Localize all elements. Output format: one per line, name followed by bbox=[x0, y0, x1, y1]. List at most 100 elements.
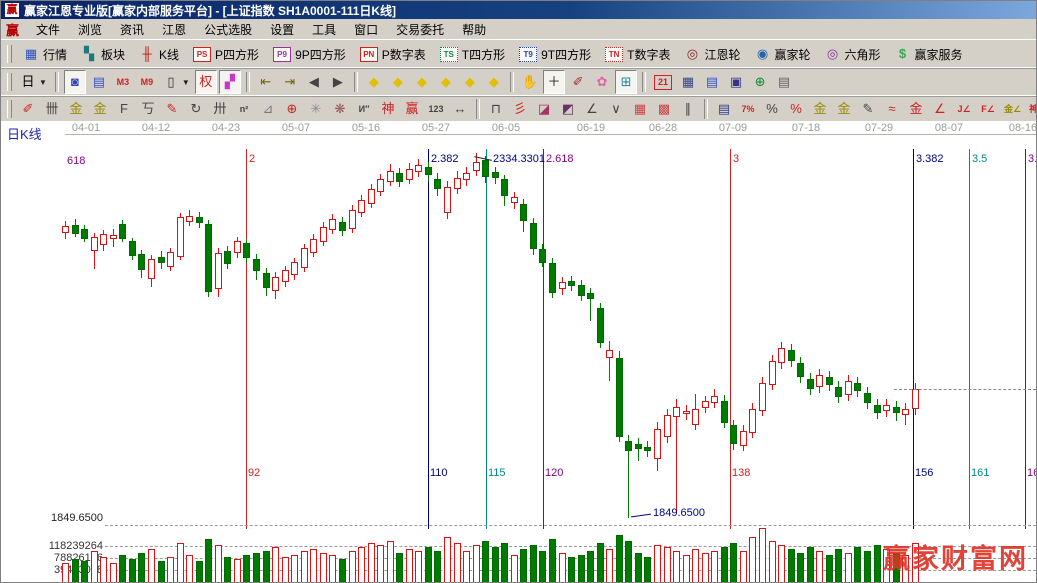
red-grid-axis-button[interactable]: ▩ bbox=[653, 97, 675, 121]
diamond-compress-h-button[interactable]: ◆ bbox=[435, 70, 457, 94]
diamond-shift-left-button[interactable]: ◆ bbox=[363, 70, 385, 94]
9p-square-button[interactable]: P9 9P四方形 bbox=[267, 42, 352, 66]
next-bar-button[interactable]: ▶ bbox=[327, 70, 349, 94]
quotes-button[interactable]: ▦ 行情 bbox=[17, 42, 73, 66]
menu-item-5[interactable]: 设置 bbox=[270, 22, 295, 37]
menu-item-0[interactable]: 文件 bbox=[36, 22, 61, 37]
menu-item-6[interactable]: 工具 bbox=[312, 22, 337, 37]
prev-bar-button[interactable]: ◀ bbox=[303, 70, 325, 94]
pen-chart-button[interactable]: ✎ bbox=[857, 97, 879, 121]
fan-grid-2-button[interactable]: ◩ bbox=[557, 97, 579, 121]
cycle-circle-button[interactable]: ↻ bbox=[185, 97, 207, 121]
menu-item-7[interactable]: 窗口 bbox=[354, 22, 379, 37]
memo-button[interactable]: ▤ bbox=[701, 70, 723, 94]
gold-line-button[interactable]: 金 bbox=[833, 97, 855, 121]
diamond-shift-right-button[interactable]: ◆ bbox=[387, 70, 409, 94]
brush-grid-button[interactable]: ✎ bbox=[161, 97, 183, 121]
wave-channel-button[interactable]: ≈ bbox=[881, 97, 903, 121]
gann-line[interactable] bbox=[913, 149, 914, 529]
gann-fan-button[interactable]: 彡 bbox=[509, 97, 531, 121]
spiderweb-button[interactable]: ✳ bbox=[305, 97, 327, 121]
t-square-button[interactable]: TS T四方形 bbox=[434, 42, 511, 66]
measure-button[interactable]: ✐ bbox=[567, 70, 589, 94]
menu-item-1[interactable]: 浏览 bbox=[78, 22, 103, 37]
diamond-expand-h-button[interactable]: ◆ bbox=[411, 70, 433, 94]
trend-angle-button[interactable]: ∠ bbox=[581, 97, 603, 121]
span-measure-button[interactable]: ↔ bbox=[449, 97, 471, 121]
frame-tool-button[interactable]: ⊓ bbox=[485, 97, 507, 121]
shen-angle-button[interactable]: 神∠ bbox=[1026, 97, 1036, 121]
restore-rights-button[interactable]: 权 bbox=[194, 70, 217, 94]
gold-circle-button[interactable]: 金 bbox=[809, 97, 831, 121]
gann-line[interactable] bbox=[969, 149, 970, 529]
puzzle-tools-button[interactable]: ⊞ bbox=[615, 70, 638, 94]
menu-item-3[interactable]: 江恩 bbox=[162, 22, 187, 37]
wave-count-button[interactable]: И″ bbox=[353, 97, 375, 121]
color-bars-button[interactable]: ▞ bbox=[218, 70, 241, 94]
hexagon-button[interactable]: ◎ 六角形 bbox=[819, 42, 887, 66]
gann-line[interactable] bbox=[486, 149, 487, 529]
gann-target-button[interactable]: ⊕ bbox=[281, 97, 303, 121]
brush-tool-button[interactable]: ✐ bbox=[17, 97, 39, 121]
n-square-button[interactable]: n² bbox=[233, 97, 255, 121]
wave-3-button[interactable]: M3 bbox=[112, 70, 134, 94]
kline-chart-area[interactable]: 2 92 2.382 110 115 2.618 120 3 138 3.382 156 3.5 161… bbox=[1, 141, 1036, 582]
last-bar-button[interactable]: ⇥ bbox=[279, 70, 301, 94]
p-number-table-button[interactable]: PN P数字表 bbox=[354, 42, 432, 66]
crosshair-button[interactable]: ＋ bbox=[543, 70, 566, 94]
percent-zone-button[interactable]: 7% bbox=[737, 97, 759, 121]
ruler-grid-button[interactable]: 卅 bbox=[209, 97, 231, 121]
protractor-button[interactable]: ⊿ bbox=[257, 97, 279, 121]
red-grid-button[interactable]: ▦ bbox=[629, 97, 651, 121]
gold-band-button[interactable]: 金 bbox=[905, 97, 927, 121]
market-globe-button[interactable]: ⊕ bbox=[749, 70, 771, 94]
t-number-table-button[interactable]: TN T数字表 bbox=[599, 42, 676, 66]
gann-wheel-button[interactable]: ◎ 江恩轮 bbox=[678, 42, 746, 66]
percent-button[interactable]: % bbox=[761, 97, 783, 121]
gann-line[interactable] bbox=[246, 149, 247, 529]
shen-grid-button[interactable]: 神 bbox=[377, 97, 399, 121]
zigzag-button[interactable]: ∨ bbox=[605, 97, 627, 121]
winner-service-button[interactable]: $ 赢家服务 bbox=[889, 42, 969, 66]
gold-grid-2-button[interactable]: 金 bbox=[89, 97, 111, 121]
flower-mark-button[interactable]: ✿ bbox=[591, 70, 613, 94]
menu-item-8[interactable]: 交易委托 bbox=[396, 22, 445, 37]
hand-drag-button[interactable]: ✋ bbox=[519, 70, 541, 94]
j-angle-button[interactable]: J∠ bbox=[953, 97, 975, 121]
angle-line-button[interactable]: ∠ bbox=[929, 97, 951, 121]
gold-angle-button[interactable]: 金∠ bbox=[1001, 97, 1024, 121]
calendar-button[interactable]: 21 bbox=[651, 70, 675, 94]
percent-line-button[interactable]: % bbox=[785, 97, 807, 121]
parallel-lines-button[interactable]: ∥ bbox=[677, 97, 699, 121]
menu-item-9[interactable]: 帮助 bbox=[462, 22, 487, 37]
info-panel-button[interactable]: ▤ bbox=[88, 70, 110, 94]
calculator-button[interactable]: ▦ bbox=[677, 70, 699, 94]
kline-button[interactable]: ╫ K线 bbox=[133, 42, 185, 66]
winner-wheel-button[interactable]: ◉ 赢家轮 bbox=[748, 42, 816, 66]
sectors-button[interactable]: ▚ 板块 bbox=[75, 42, 131, 66]
indicator-list-button[interactable]: ▤ bbox=[713, 97, 735, 121]
wave-9-button[interactable]: M9 bbox=[136, 70, 158, 94]
f-grid-button[interactable]: F bbox=[113, 97, 135, 121]
gann-line[interactable] bbox=[543, 149, 544, 529]
period-selector-button[interactable]: 日 ▼ bbox=[17, 70, 50, 94]
spiderweb-2-button[interactable]: ❋ bbox=[329, 97, 351, 121]
menu-item-4[interactable]: 公式选股 bbox=[204, 22, 253, 37]
s-grid-button[interactable]: 丂 bbox=[137, 97, 159, 121]
comb-grid-button[interactable]: 卌 bbox=[41, 97, 63, 121]
gann-line[interactable] bbox=[428, 149, 429, 529]
gold-grid-button[interactable]: 金 bbox=[65, 97, 87, 121]
number-grid-button[interactable]: 123 bbox=[425, 97, 447, 121]
gann-line[interactable] bbox=[730, 149, 731, 529]
diamond-overview-button[interactable]: ◆ bbox=[483, 70, 505, 94]
p-square-button[interactable]: PS P四方形 bbox=[187, 42, 265, 66]
candle-style-button[interactable]: ▯ ▼ bbox=[160, 70, 193, 94]
diamond-expand-all-button[interactable]: ◆ bbox=[459, 70, 481, 94]
f-angle-button[interactable]: F∠ bbox=[977, 97, 999, 121]
dynamic-chart-button[interactable]: ◙ bbox=[63, 70, 86, 94]
print-button[interactable]: ▤ bbox=[773, 70, 795, 94]
save-button[interactable]: ▣ bbox=[725, 70, 747, 94]
fan-grid-button[interactable]: ◪ bbox=[533, 97, 555, 121]
9t-square-button[interactable]: T9 9T四方形 bbox=[513, 42, 597, 66]
first-bar-button[interactable]: ⇤ bbox=[255, 70, 277, 94]
